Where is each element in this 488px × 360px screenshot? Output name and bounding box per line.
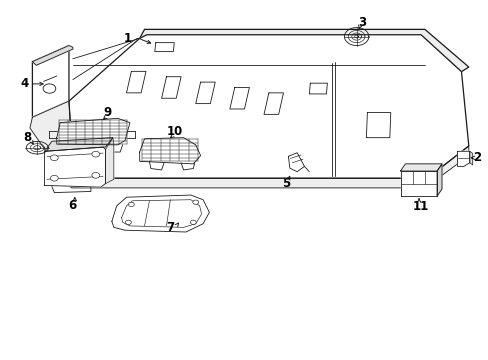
Polygon shape xyxy=(126,71,146,93)
Text: 5: 5 xyxy=(281,177,289,190)
Circle shape xyxy=(50,155,58,161)
Text: 11: 11 xyxy=(412,201,428,213)
Circle shape xyxy=(190,220,196,225)
Polygon shape xyxy=(30,101,468,188)
Polygon shape xyxy=(140,30,468,72)
Circle shape xyxy=(92,151,100,157)
Text: 6: 6 xyxy=(69,199,77,212)
Polygon shape xyxy=(69,35,468,178)
Circle shape xyxy=(128,202,134,207)
Circle shape xyxy=(50,175,58,181)
Circle shape xyxy=(43,84,56,93)
Polygon shape xyxy=(400,171,436,196)
Text: 4: 4 xyxy=(20,77,28,90)
Text: 2: 2 xyxy=(472,151,481,164)
Polygon shape xyxy=(229,87,249,109)
Polygon shape xyxy=(155,42,174,51)
Polygon shape xyxy=(309,83,327,94)
Polygon shape xyxy=(32,45,73,65)
Polygon shape xyxy=(400,164,441,171)
Polygon shape xyxy=(44,138,113,151)
Circle shape xyxy=(125,220,131,225)
Polygon shape xyxy=(264,93,283,114)
Polygon shape xyxy=(457,151,469,166)
Text: 3: 3 xyxy=(358,16,366,29)
Polygon shape xyxy=(44,147,105,187)
Polygon shape xyxy=(366,113,390,138)
Text: 10: 10 xyxy=(167,125,183,138)
Polygon shape xyxy=(112,195,209,232)
Polygon shape xyxy=(288,153,304,172)
Circle shape xyxy=(92,172,100,178)
Polygon shape xyxy=(436,164,441,196)
Polygon shape xyxy=(195,82,215,104)
Text: 1: 1 xyxy=(123,32,131,45)
Polygon shape xyxy=(161,77,181,98)
Polygon shape xyxy=(105,138,114,184)
Text: 8: 8 xyxy=(23,131,32,144)
Polygon shape xyxy=(32,45,69,117)
Text: 9: 9 xyxy=(103,106,112,119)
Polygon shape xyxy=(469,151,472,165)
Text: 7: 7 xyxy=(166,221,174,234)
Polygon shape xyxy=(57,118,130,145)
Circle shape xyxy=(192,200,198,204)
Polygon shape xyxy=(140,138,200,164)
